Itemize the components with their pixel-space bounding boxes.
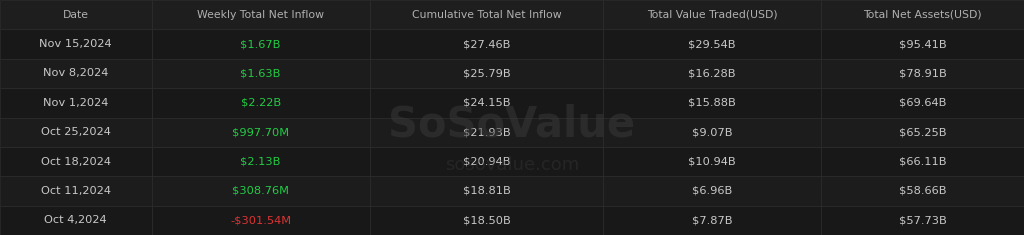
Text: $24.15B: $24.15B (463, 98, 510, 108)
Bar (603, 59, 821, 88)
Bar (603, 88, 821, 118)
Bar (370, 147, 603, 176)
Text: Total Value Traded(USD): Total Value Traded(USD) (647, 10, 777, 20)
Text: $9.07B: $9.07B (692, 127, 732, 137)
Bar (821, 59, 1024, 88)
Bar (603, 118, 821, 147)
Text: Nov 8,2024: Nov 8,2024 (43, 68, 109, 78)
Bar (152, 118, 370, 147)
Bar (0, 88, 152, 118)
Text: $65.25B: $65.25B (899, 127, 946, 137)
Bar (0, 176, 152, 206)
Bar (370, 29, 603, 59)
Text: $27.46B: $27.46B (463, 39, 510, 49)
Text: $78.91B: $78.91B (899, 68, 946, 78)
Text: Total Net Assets(USD): Total Net Assets(USD) (863, 10, 982, 20)
Bar (370, 88, 603, 118)
Text: $25.79B: $25.79B (463, 68, 510, 78)
Text: $7.87B: $7.87B (692, 215, 732, 225)
Bar (152, 88, 370, 118)
Text: $69.64B: $69.64B (899, 98, 946, 108)
Text: Oct 4,2024: Oct 4,2024 (44, 215, 108, 225)
Text: $58.66B: $58.66B (899, 186, 946, 196)
Text: $997.70M: $997.70M (232, 127, 289, 137)
Bar (370, 59, 603, 88)
Text: $29.54B: $29.54B (688, 39, 736, 49)
Text: Oct 25,2024: Oct 25,2024 (41, 127, 111, 137)
Text: $18.50B: $18.50B (463, 215, 510, 225)
Text: $15.88B: $15.88B (688, 98, 736, 108)
Text: $57.73B: $57.73B (899, 215, 946, 225)
Bar (152, 176, 370, 206)
Text: sosovalue.com: sosovalue.com (444, 156, 580, 173)
Text: $95.41B: $95.41B (899, 39, 946, 49)
Bar (603, 29, 821, 59)
Bar (370, 118, 603, 147)
Bar (152, 206, 370, 235)
Text: $20.94B: $20.94B (463, 157, 510, 167)
Text: $1.63B: $1.63B (241, 68, 281, 78)
Text: SoSoValue: SoSoValue (388, 104, 636, 145)
Text: Weekly Total Net Inflow: Weekly Total Net Inflow (197, 10, 325, 20)
Text: Oct 11,2024: Oct 11,2024 (41, 186, 111, 196)
Bar (0, 118, 152, 147)
Bar (152, 59, 370, 88)
Text: $16.28B: $16.28B (688, 68, 736, 78)
Text: -$301.54M: -$301.54M (230, 215, 291, 225)
Bar (821, 176, 1024, 206)
Bar (0, 0, 152, 29)
Bar (821, 29, 1024, 59)
Text: $21.93B: $21.93B (463, 127, 510, 137)
Bar (603, 176, 821, 206)
Bar (603, 0, 821, 29)
Text: Nov 15,2024: Nov 15,2024 (40, 39, 112, 49)
Text: $6.96B: $6.96B (692, 186, 732, 196)
Text: $18.81B: $18.81B (463, 186, 510, 196)
Text: $10.94B: $10.94B (688, 157, 736, 167)
Text: $2.22B: $2.22B (241, 98, 281, 108)
Bar (603, 147, 821, 176)
Text: $66.11B: $66.11B (899, 157, 946, 167)
Bar (0, 29, 152, 59)
Bar (821, 147, 1024, 176)
Bar (821, 88, 1024, 118)
Text: Oct 18,2024: Oct 18,2024 (41, 157, 111, 167)
Bar (152, 29, 370, 59)
Bar (0, 147, 152, 176)
Bar (370, 176, 603, 206)
Bar (370, 206, 603, 235)
Bar (603, 206, 821, 235)
Bar (370, 0, 603, 29)
Text: $1.67B: $1.67B (241, 39, 281, 49)
Bar (821, 0, 1024, 29)
Text: $2.13B: $2.13B (241, 157, 281, 167)
Text: Cumulative Total Net Inflow: Cumulative Total Net Inflow (412, 10, 561, 20)
Bar (152, 0, 370, 29)
Bar (0, 206, 152, 235)
Bar (821, 206, 1024, 235)
Text: $308.76M: $308.76M (232, 186, 289, 196)
Bar (0, 59, 152, 88)
Bar (152, 147, 370, 176)
Bar (821, 118, 1024, 147)
Text: Nov 1,2024: Nov 1,2024 (43, 98, 109, 108)
Text: Date: Date (62, 10, 89, 20)
